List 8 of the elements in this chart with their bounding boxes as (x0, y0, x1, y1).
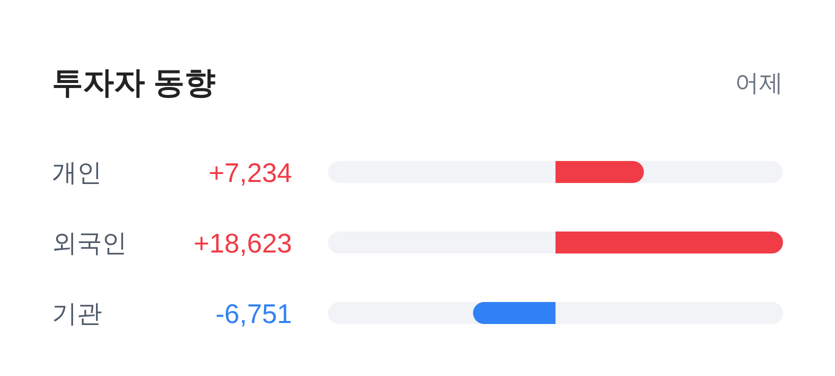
value-label: -6,751 (215, 299, 292, 329)
category: 기관 (52, 300, 102, 328)
category: 외국인 (52, 230, 127, 258)
title: 투자자 동향 (52, 65, 216, 100)
subtitle: 어제 (735, 70, 783, 97)
value-label: +18,623 (194, 228, 292, 258)
category: 개인 (52, 159, 102, 187)
value-label: +7,234 (208, 158, 292, 188)
